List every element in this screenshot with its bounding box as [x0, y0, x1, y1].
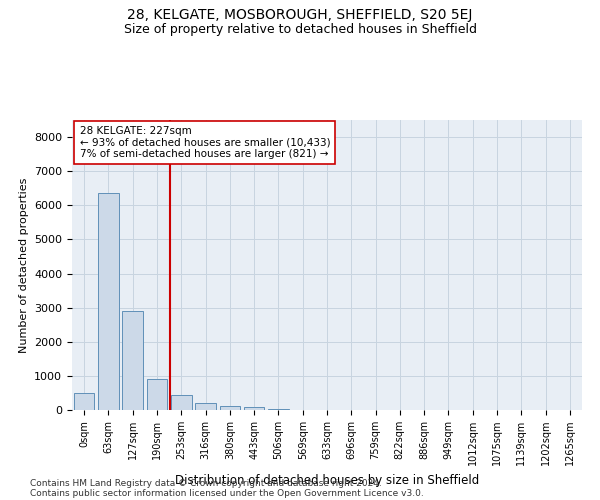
Text: 28, KELGATE, MOSBOROUGH, SHEFFIELD, S20 5EJ: 28, KELGATE, MOSBOROUGH, SHEFFIELD, S20 …	[127, 8, 473, 22]
Text: Contains public sector information licensed under the Open Government Licence v3: Contains public sector information licen…	[30, 488, 424, 498]
Bar	[74, 394, 94, 410]
Bar	[220, 406, 240, 410]
Bar	[244, 408, 265, 410]
Bar	[171, 396, 191, 410]
Bar	[122, 311, 143, 410]
Bar	[195, 403, 216, 410]
Text: Contains HM Land Registry data © Crown copyright and database right 2024.: Contains HM Land Registry data © Crown c…	[30, 478, 382, 488]
Bar	[146, 380, 167, 410]
Bar	[98, 194, 119, 410]
Y-axis label: Number of detached properties: Number of detached properties	[19, 178, 29, 352]
Text: 28 KELGATE: 227sqm
← 93% of detached houses are smaller (10,433)
7% of semi-deta: 28 KELGATE: 227sqm ← 93% of detached hou…	[80, 126, 330, 159]
Text: Size of property relative to detached houses in Sheffield: Size of property relative to detached ho…	[124, 22, 476, 36]
X-axis label: Distribution of detached houses by size in Sheffield: Distribution of detached houses by size …	[175, 474, 479, 486]
